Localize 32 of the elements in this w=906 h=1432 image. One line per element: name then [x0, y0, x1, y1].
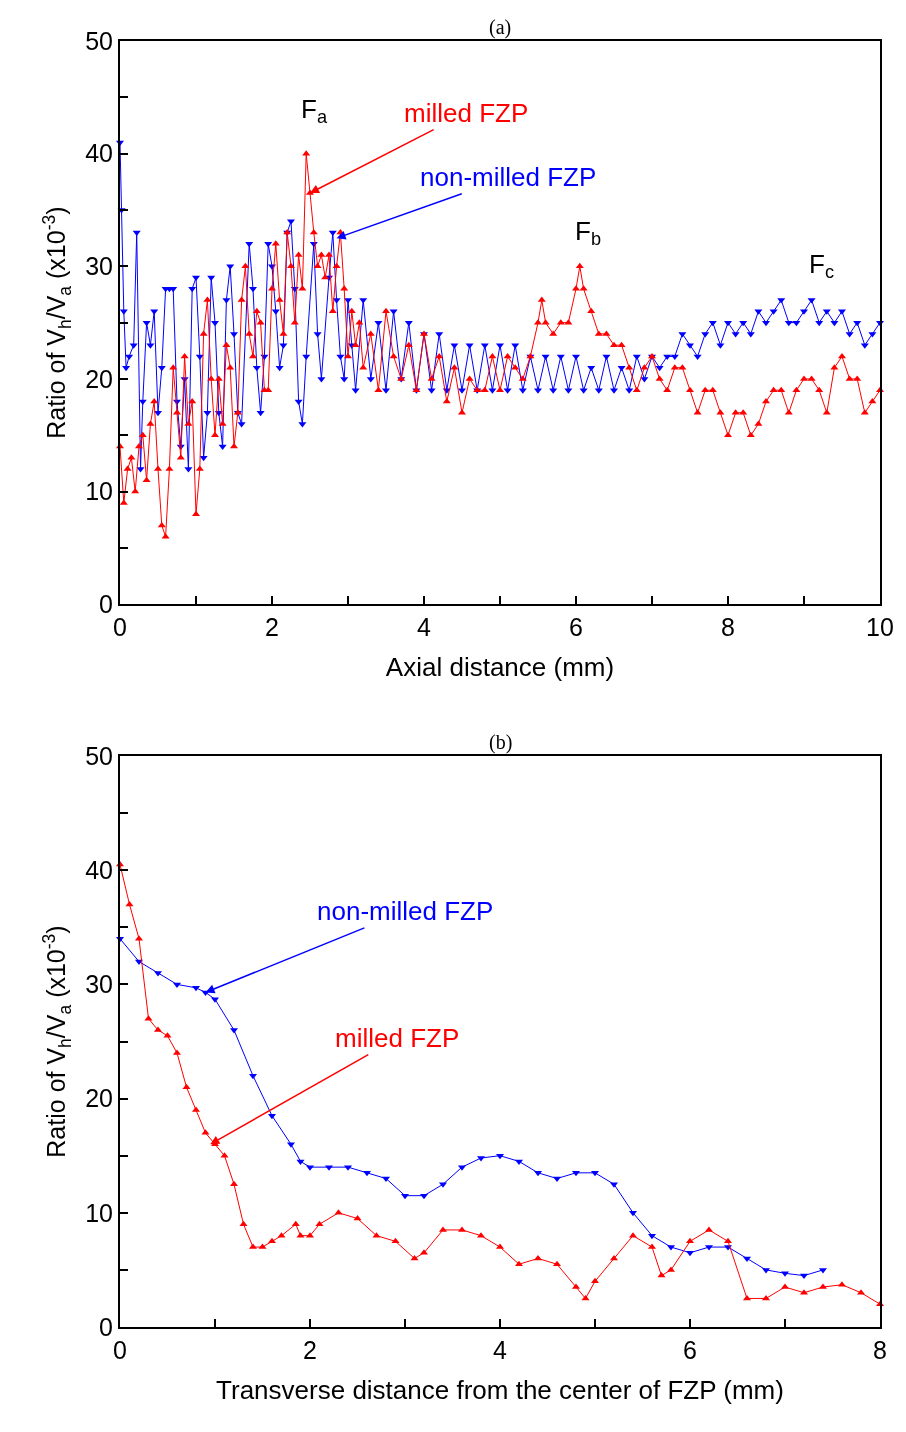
y-tick-label: 0: [99, 1312, 113, 1341]
y-tick-label: 30: [85, 252, 113, 281]
annotation: non-milled FZP: [317, 896, 494, 926]
y-tick-label: 40: [85, 855, 113, 884]
x-tick-label: 2: [303, 1336, 317, 1364]
annotation: F$_{b}$: [575, 216, 602, 250]
annotation: milled FZP: [404, 98, 529, 128]
chart-title: (a): [489, 16, 512, 39]
x-tick-label: 8: [873, 1336, 887, 1364]
x-tick-label: 10: [866, 613, 894, 642]
annotation: F$_{a}$: [301, 94, 328, 128]
x-tick-label: 8: [721, 613, 735, 642]
x-tick-label: 2: [265, 613, 279, 642]
y-tick-label: 50: [85, 26, 113, 55]
y-tick-label: 20: [85, 364, 113, 393]
y-tick-label: 10: [85, 1198, 113, 1227]
chart-title: (b): [489, 731, 513, 754]
annotation: non-milled FZP: [420, 162, 597, 192]
annotation: milled FZP: [335, 1023, 460, 1053]
x-axis-title: Transverse distance from the center of FZP (mm): [216, 1375, 784, 1406]
y-tick-label: 50: [85, 741, 113, 770]
x-tick-label: 4: [493, 1336, 508, 1364]
x-tick-label: 6: [569, 613, 583, 642]
x-tick-label: 4: [417, 613, 432, 642]
y-tick-label: 40: [85, 139, 113, 168]
y-tick-label: 10: [85, 477, 113, 506]
y-tick-label: 20: [85, 1084, 113, 1113]
x-tick-label: 6: [683, 1336, 697, 1364]
x-axis-title: Axial distance (mm): [385, 652, 615, 683]
annotation: F$_{c}$: [809, 249, 834, 283]
y-tick-label: 0: [99, 590, 113, 619]
y-tick-label: 30: [85, 970, 113, 999]
